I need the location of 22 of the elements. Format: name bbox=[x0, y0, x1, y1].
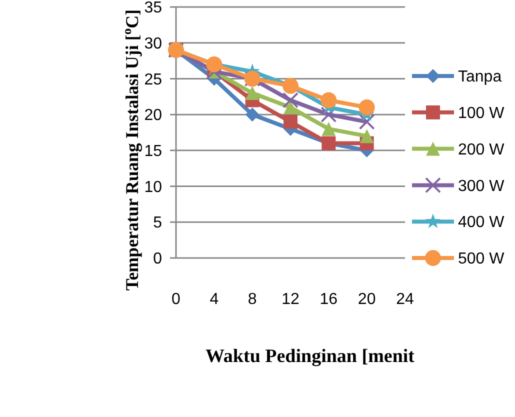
legend-label: 200 W bbox=[458, 141, 506, 158]
legend-label: Tanpa bbox=[458, 68, 502, 86]
x-tick-label: 24 bbox=[396, 291, 414, 308]
x-tick-label: 20 bbox=[358, 291, 376, 308]
x-tick-label: 0 bbox=[172, 291, 181, 308]
legend-label: 300 W bbox=[458, 178, 506, 195]
y-tick-label: 15 bbox=[144, 143, 162, 160]
legend-label: 100 W bbox=[458, 105, 506, 122]
y-tick-label: 20 bbox=[144, 107, 162, 124]
y-tick-label: 10 bbox=[144, 178, 162, 196]
x-tick-label: 4 bbox=[210, 291, 219, 308]
y-tick-label: 25 bbox=[144, 71, 162, 88]
y-tick-label: 0 bbox=[153, 250, 162, 268]
y-tick-label: 30 bbox=[144, 35, 162, 52]
x-axis-title: Waktu Pedinginan [menit bbox=[205, 346, 416, 367]
y-tick-label: 5 bbox=[153, 214, 162, 232]
y-tick-label: 35 bbox=[144, 0, 162, 17]
legend-label: 400 W bbox=[458, 214, 506, 232]
x-tick-label: 12 bbox=[282, 291, 300, 308]
x-tick-label: 16 bbox=[320, 291, 338, 308]
x-tick-label: 8 bbox=[248, 291, 257, 308]
legend-label: 500 W bbox=[458, 250, 506, 268]
